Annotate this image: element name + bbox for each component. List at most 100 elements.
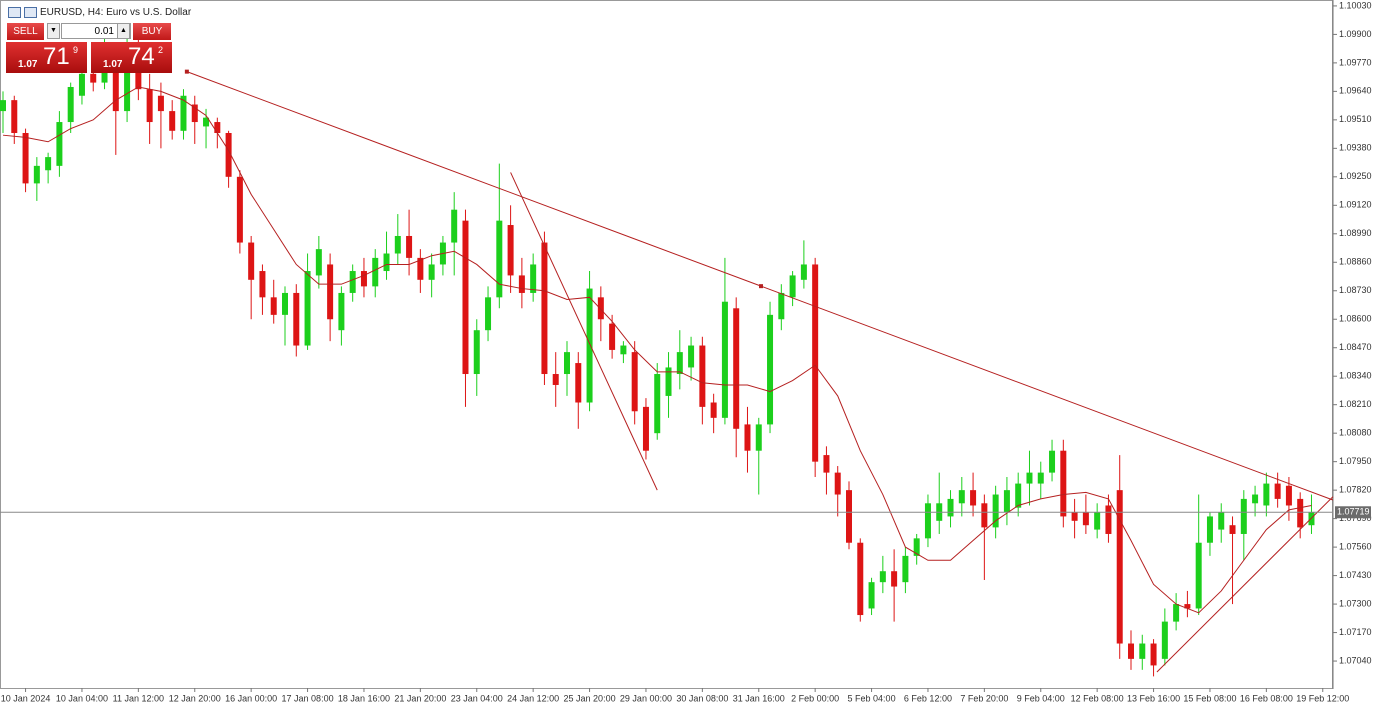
bid-price[interactable]: 1.07 71 9 <box>6 42 87 73</box>
y-tick-label: 1.08860 <box>1339 257 1372 267</box>
candle-body <box>1060 450 1067 517</box>
candle-body <box>1037 472 1044 484</box>
x-tick-label: 24 Jan 12:00 <box>507 693 559 703</box>
y-tick-label: 1.08730 <box>1339 285 1372 295</box>
x-tick-label: 12 Feb 08:00 <box>1071 693 1124 703</box>
candle-body <box>1071 512 1078 521</box>
candle-body <box>304 271 311 346</box>
candle-body <box>78 73 85 96</box>
candle-body <box>879 571 886 583</box>
candle-body <box>812 264 819 462</box>
candle-body <box>485 297 492 331</box>
candle-body <box>947 498 954 517</box>
candle-body <box>327 264 334 320</box>
candle-body <box>868 582 875 609</box>
candle-body <box>1206 516 1213 543</box>
candle-body <box>541 242 548 375</box>
candle-body <box>417 257 424 280</box>
current-price-box <box>1335 506 1371 519</box>
x-tick-label: 17 Jan 08:00 <box>282 693 334 703</box>
y-tick-label: 1.09770 <box>1339 57 1372 67</box>
x-tick-label: 31 Jan 16:00 <box>733 693 785 703</box>
candle-body <box>970 490 977 506</box>
candle-body <box>924 503 931 539</box>
y-tick-label: 1.09510 <box>1339 114 1372 124</box>
candle-body <box>654 374 661 434</box>
current-price-label: 1.07719 <box>1337 507 1370 517</box>
y-tick-label: 1.09900 <box>1339 29 1372 39</box>
candle-body <box>1003 490 1010 513</box>
x-tick-label: 10 Jan 2024 <box>1 693 51 703</box>
y-tick-label: 1.07300 <box>1339 598 1372 608</box>
candle-body <box>1015 483 1022 508</box>
y-tick-label: 1.09250 <box>1339 171 1372 181</box>
price-big: 71 <box>43 43 70 70</box>
trendline <box>1156 496 1334 673</box>
price-prefix: 1.07 <box>103 59 123 70</box>
x-tick-label: 6 Feb 12:00 <box>904 693 952 703</box>
candle-body <box>1139 643 1146 659</box>
candle-body <box>688 345 695 368</box>
x-tick-label: 7 Feb 20:00 <box>960 693 1008 703</box>
candle-body <box>135 67 142 90</box>
lot-input[interactable]: 0.01 <box>61 23 131 39</box>
icon <box>8 7 21 18</box>
candle-body <box>789 275 796 298</box>
x-tick-label: 29 Jan 00:00 <box>620 693 672 703</box>
candle-body <box>146 89 153 123</box>
y-tick-label: 1.09380 <box>1339 143 1372 153</box>
candle-body <box>530 264 537 293</box>
candle-body <box>992 494 999 528</box>
candle-body <box>428 264 435 280</box>
candle-body <box>169 111 176 131</box>
candle-body <box>552 374 559 385</box>
candle-body <box>124 67 131 112</box>
candle-body <box>90 73 97 83</box>
candle-body <box>676 352 683 375</box>
price-big: 74 <box>128 43 155 70</box>
candle-body <box>846 490 852 543</box>
sell-button[interactable]: SELL <box>7 23 44 40</box>
candle-body <box>1218 512 1225 530</box>
y-tick-label: 1.07430 <box>1339 570 1372 580</box>
y-tick-label: 1.08080 <box>1339 428 1372 438</box>
candle-body <box>699 345 706 407</box>
y-tick-label: 1.07820 <box>1339 485 1372 495</box>
y-tick-label: 1.07040 <box>1339 655 1372 665</box>
candle-body <box>1150 643 1157 666</box>
trendline-anchor <box>759 284 764 289</box>
ask-price[interactable]: 1.07 74 2 <box>91 42 172 73</box>
candle-body <box>338 292 345 331</box>
candle-body <box>191 104 198 123</box>
candle-body <box>1128 643 1134 659</box>
candle-body <box>609 323 616 350</box>
candle-body <box>823 455 830 473</box>
y-tick-label: 1.08990 <box>1339 228 1372 238</box>
x-tick-label: 18 Jan 16:00 <box>338 693 390 703</box>
x-tick-label: 16 Jan 00:00 <box>225 693 277 703</box>
candle-body <box>507 225 514 276</box>
candle-body <box>259 271 266 298</box>
y-tick-label: 1.10030 <box>1339 0 1372 10</box>
candle-body <box>733 308 740 429</box>
candle-body <box>451 209 458 243</box>
x-tick-label: 23 Jan 04:00 <box>451 693 503 703</box>
x-tick-label: 21 Jan 20:00 <box>394 693 446 703</box>
candle-body <box>710 402 717 418</box>
buy-button[interactable]: BUY <box>133 23 171 40</box>
one-click-panel: SELL ▼ 0.01 ▲ BUY 1.07 71 9 1.07 74 2 <box>6 22 173 73</box>
candle-body <box>1263 483 1270 506</box>
y-tick-label: 1.07560 <box>1339 541 1372 551</box>
candle-body <box>282 292 288 315</box>
candle-body <box>406 235 413 258</box>
candle-body <box>857 542 864 616</box>
candle-body <box>767 314 774 425</box>
candle-body <box>642 406 649 451</box>
candle-body <box>958 490 965 504</box>
y-tick-label: 1.09120 <box>1339 200 1372 210</box>
candle-body <box>0 100 6 112</box>
lot-up[interactable]: ▲ <box>117 23 130 39</box>
candle-body <box>225 132 232 177</box>
lot-down[interactable]: ▼ <box>47 23 60 39</box>
